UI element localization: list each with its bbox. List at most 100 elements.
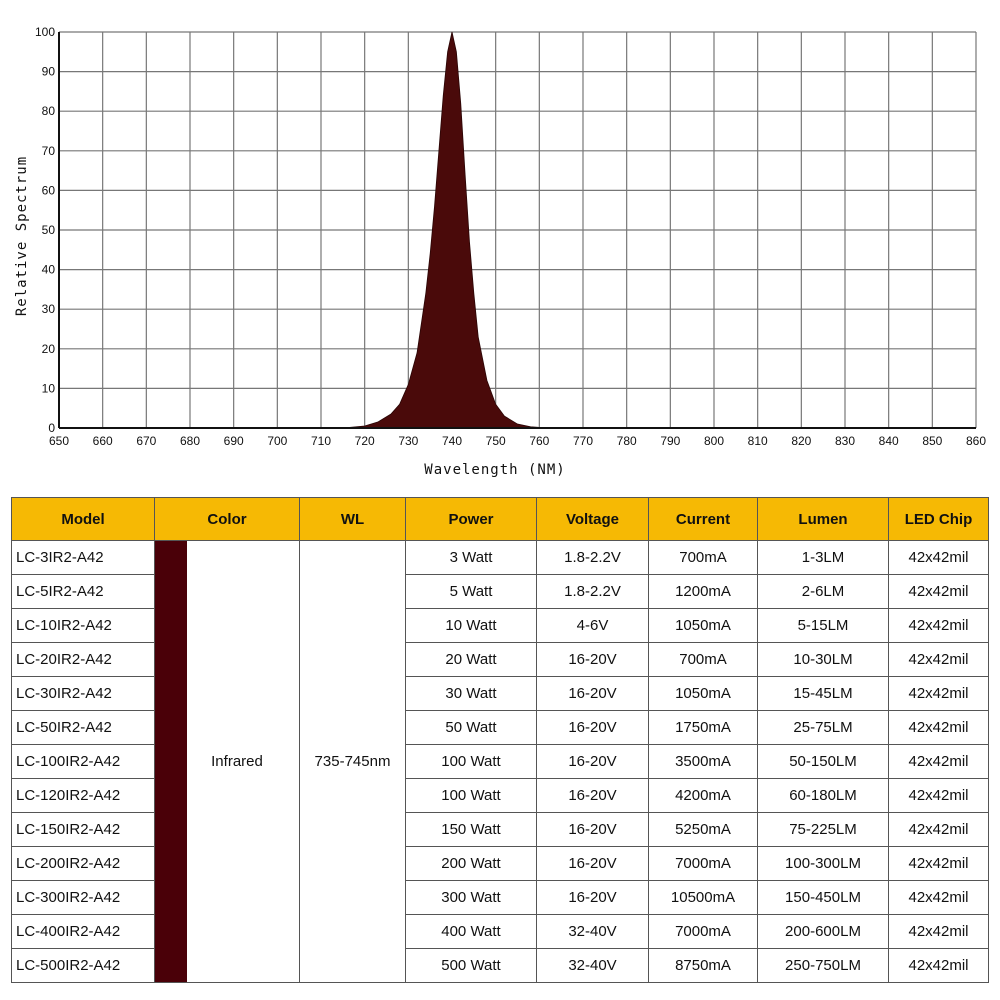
table-row: LC-5IR2-A42 5 Watt 1.8-2.2V 1200mA 2-6LM 42x4…	[11, 574, 989, 609]
y-tick-label: 60	[42, 183, 56, 197]
led-chip-cell: 42x42mil	[888, 710, 989, 745]
led-chip-cell: 42x42mil	[888, 880, 989, 915]
column-header-color: Color	[154, 497, 300, 541]
x-tick-label: 800	[704, 434, 724, 448]
power-cell: 500 Watt	[405, 948, 537, 983]
current-cell: 700mA	[648, 642, 758, 677]
chart-grid	[58, 31, 977, 429]
wavelength-cell: 735-745nm	[299, 540, 406, 983]
spectrum-peak-area	[342, 31, 549, 429]
led-chip-cell: 42x42mil	[888, 744, 989, 779]
power-cell: 400 Watt	[405, 914, 537, 949]
voltage-cell: 32-40V	[536, 914, 649, 949]
lumen-cell: 250-750LM	[757, 948, 889, 983]
voltage-cell: 16-20V	[536, 880, 649, 915]
x-tick-label: 690	[224, 434, 244, 448]
led-chip-cell: 42x42mil	[888, 914, 989, 949]
x-tick-label: 710	[311, 434, 331, 448]
voltage-cell: 16-20V	[536, 812, 649, 847]
x-tick-label: 810	[748, 434, 768, 448]
table-header-row: Model Color WL Power Voltage Current Lumen LED …	[11, 497, 989, 541]
y-tick-label: 20	[42, 342, 56, 356]
power-cell: 100 Watt	[405, 744, 537, 779]
table-row: LC-200IR2-A42 200 Watt 16-20V 7000mA 100-300…	[11, 846, 989, 881]
x-tick-label: 780	[617, 434, 637, 448]
x-tick-label: 720	[355, 434, 375, 448]
y-tick-label: 80	[42, 104, 56, 118]
lumen-cell: 2-6LM	[757, 574, 889, 609]
power-cell: 150 Watt	[405, 812, 537, 847]
model-cell: LC-200IR2-A42	[11, 846, 155, 881]
spec-table: Model Color WL Power Voltage Current Lumen LED …	[11, 497, 989, 983]
column-header-led-chip: LED Chip	[888, 497, 989, 541]
model-cell: LC-500IR2-A42	[11, 948, 155, 983]
x-tick-label: 770	[573, 434, 593, 448]
y-axis-label: Relative Spectrum	[14, 156, 30, 316]
x-tick-label: 760	[529, 434, 549, 448]
current-cell: 1750mA	[648, 710, 758, 745]
color-swatch	[155, 541, 187, 982]
model-cell: LC-5IR2-A42	[11, 574, 155, 609]
power-cell: 30 Watt	[405, 676, 537, 711]
voltage-cell: 16-20V	[536, 710, 649, 745]
power-cell: 3 Watt	[405, 540, 537, 575]
current-cell: 700mA	[648, 540, 758, 575]
spectrum-curve-layer	[342, 31, 549, 429]
led-chip-cell: 42x42mil	[888, 846, 989, 881]
column-header-wl: WL	[299, 497, 406, 541]
x-tick-label: 850	[922, 434, 942, 448]
led-chip-cell: 42x42mil	[888, 812, 989, 847]
y-tick-label: 10	[42, 381, 56, 395]
power-cell: 100 Watt	[405, 778, 537, 813]
x-tick-label: 730	[398, 434, 418, 448]
x-tick-label: 840	[879, 434, 899, 448]
current-cell: 8750mA	[648, 948, 758, 983]
led-chip-cell: 42x42mil	[888, 540, 989, 575]
power-cell: 200 Watt	[405, 846, 537, 881]
table-row: LC-3IR2-A42 Infrared 735-745nm 3 Watt 1.8-2.…	[11, 540, 989, 983]
voltage-cell: 1.8-2.2V	[536, 540, 649, 575]
current-cell: 5250mA	[648, 812, 758, 847]
led-chip-cell: 42x42mil	[888, 778, 989, 813]
table-row: LC-400IR2-A42 400 Watt 32-40V 7000mA 200-600…	[11, 914, 989, 949]
table-row: LC-20IR2-A42 20 Watt 16-20V 700mA 10-30LM 42x…	[11, 642, 989, 677]
voltage-cell: 16-20V	[536, 744, 649, 779]
x-tick-label: 750	[486, 434, 506, 448]
column-header-power: Power	[405, 497, 537, 541]
voltage-cell: 1.8-2.2V	[536, 574, 649, 609]
column-header-model: Model	[11, 497, 155, 541]
model-cell: LC-400IR2-A42	[11, 914, 155, 949]
current-cell: 3500mA	[648, 744, 758, 779]
color-name-label: Infrared	[211, 753, 263, 770]
led-chip-cell: 42x42mil	[888, 642, 989, 677]
tick-labels: 650 660 670 680 690 700 710 720 730 740 750 760 770 7…	[35, 25, 986, 448]
chart-axes	[58, 32, 976, 429]
y-tick-label: 100	[35, 25, 55, 39]
led-chip-cell: 42x42mil	[888, 676, 989, 711]
voltage-cell: 16-20V	[536, 778, 649, 813]
voltage-cell: 32-40V	[536, 948, 649, 983]
column-header-current: Current	[648, 497, 758, 541]
table-row: LC-300IR2-A42 300 Watt 16-20V 10500mA 150-45…	[11, 880, 989, 915]
column-header-voltage: Voltage	[536, 497, 649, 541]
power-cell: 5 Watt	[405, 574, 537, 609]
current-cell: 1050mA	[648, 608, 758, 643]
voltage-cell: 16-20V	[536, 676, 649, 711]
x-tick-label: 860	[966, 434, 986, 448]
power-cell: 50 Watt	[405, 710, 537, 745]
led-chip-cell: 42x42mil	[888, 574, 989, 609]
power-cell: 10 Watt	[405, 608, 537, 643]
model-cell: LC-20IR2-A42	[11, 642, 155, 677]
y-tick-label: 50	[42, 223, 56, 237]
x-tick-label: 740	[442, 434, 462, 448]
lumen-cell: 60-180LM	[757, 778, 889, 813]
x-tick-label: 820	[791, 434, 811, 448]
y-tick-label: 90	[42, 65, 56, 79]
led-chip-cell: 42x42mil	[888, 948, 989, 983]
model-cell: LC-50IR2-A42	[11, 710, 155, 745]
y-tick-label: 0	[48, 421, 55, 435]
model-cell: LC-150IR2-A42	[11, 812, 155, 847]
current-cell: 1050mA	[648, 676, 758, 711]
power-cell: 20 Watt	[405, 642, 537, 677]
x-tick-label: 700	[267, 434, 287, 448]
